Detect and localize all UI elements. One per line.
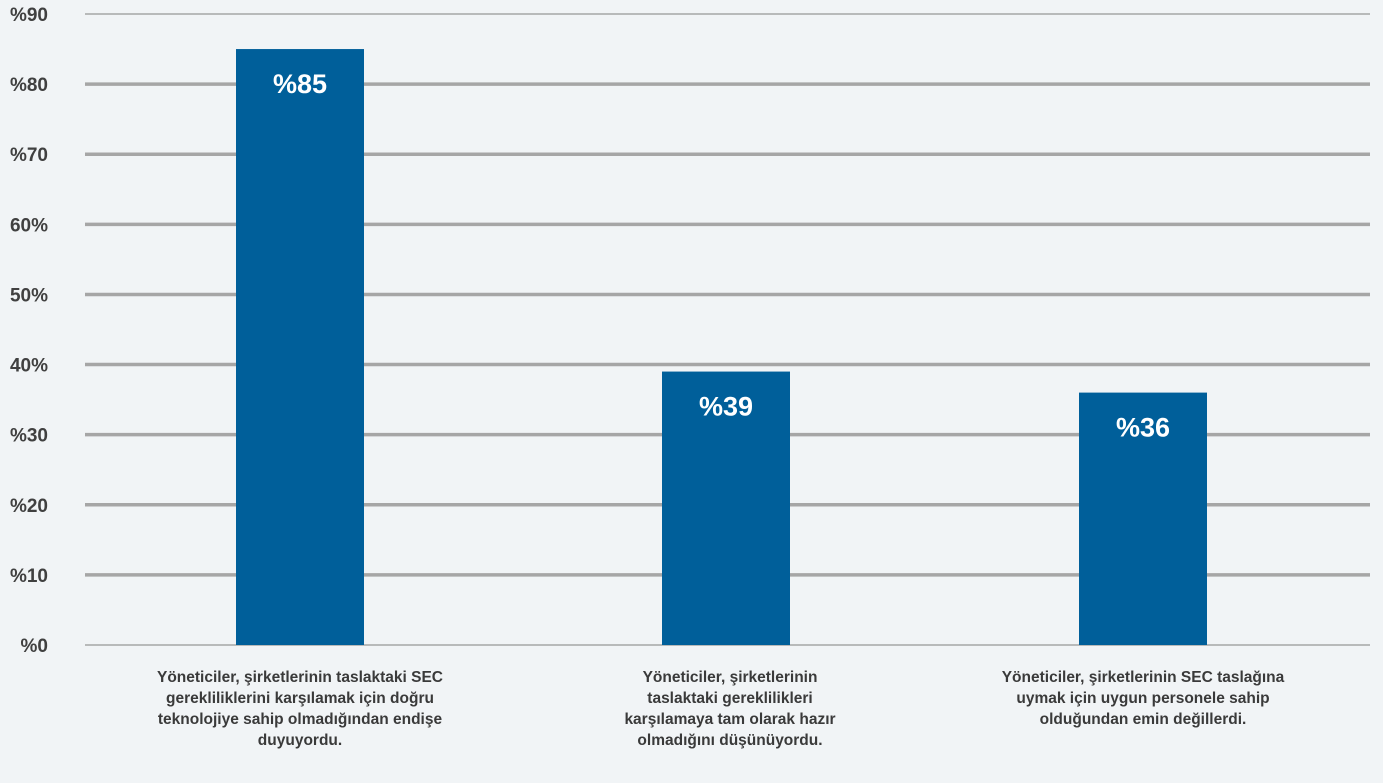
bar — [1079, 392, 1207, 645]
bars — [236, 49, 1207, 646]
y-tick-label: %20 — [10, 496, 48, 517]
y-tick-label: %90 — [10, 5, 48, 26]
x-category-label: Yöneticiler, şirketlerinin SEC taslağına… — [1001, 669, 1285, 728]
y-axis-ticks: %0 %10 %20 %30 40% 50% 60% %70 %80 %90 — [10, 5, 48, 657]
x-category-label: Yöneticiler, şirketlerinin taslaktaki ge… — [624, 669, 836, 749]
y-tick-label: 60% — [10, 215, 48, 236]
y-tick-label: %0 — [21, 636, 48, 657]
y-tick-label: 50% — [10, 285, 48, 306]
data-labels: %85 %39 %36 — [273, 69, 1170, 443]
y-tick-label: 40% — [10, 356, 48, 377]
y-tick-label: %80 — [10, 75, 48, 96]
bar — [662, 371, 790, 645]
bar-value-label: %36 — [1116, 413, 1170, 443]
y-tick-label: %30 — [10, 426, 48, 447]
bar-value-label: %39 — [699, 392, 753, 422]
bar-value-label: %85 — [273, 69, 327, 99]
bar — [236, 49, 364, 646]
y-tick-label: %10 — [10, 566, 48, 587]
y-tick-label: %70 — [10, 145, 48, 166]
x-category-label: Yöneticiler, şirketlerinin taslaktaki SE… — [156, 669, 444, 749]
